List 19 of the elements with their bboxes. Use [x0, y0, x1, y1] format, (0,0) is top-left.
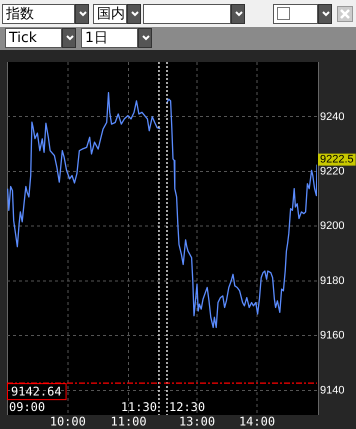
- ref-line-label: 12:30: [169, 400, 206, 414]
- annotation: 9222.5: [320, 154, 354, 166]
- annotation: 09:00: [9, 400, 46, 414]
- text: 指数: [2, 4, 75, 24]
- y-tick-label: 9240: [320, 110, 344, 123]
- y-tick-label: 9160: [320, 330, 344, 342]
- text: 1日: [81, 28, 138, 48]
- y-tick-label: 9220: [320, 165, 344, 178]
- y-tick-label: 9180: [320, 274, 344, 287]
- x-tick-label: 10:00: [50, 414, 86, 428]
- text: 国内: [93, 4, 127, 24]
- x-tick-label: 14:00: [238, 414, 276, 428]
- y-tick-label: 9200: [320, 220, 344, 232]
- x-tick-label: 13:00: [178, 414, 216, 428]
- y-tick-label: 9140: [320, 384, 344, 396]
- ref-line-label: 9142.64: [11, 384, 62, 398]
- x-tick-label: 11:00: [110, 414, 147, 428]
- ref-line-label: 11:30: [120, 400, 157, 414]
- text: Tick: [5, 28, 62, 48]
